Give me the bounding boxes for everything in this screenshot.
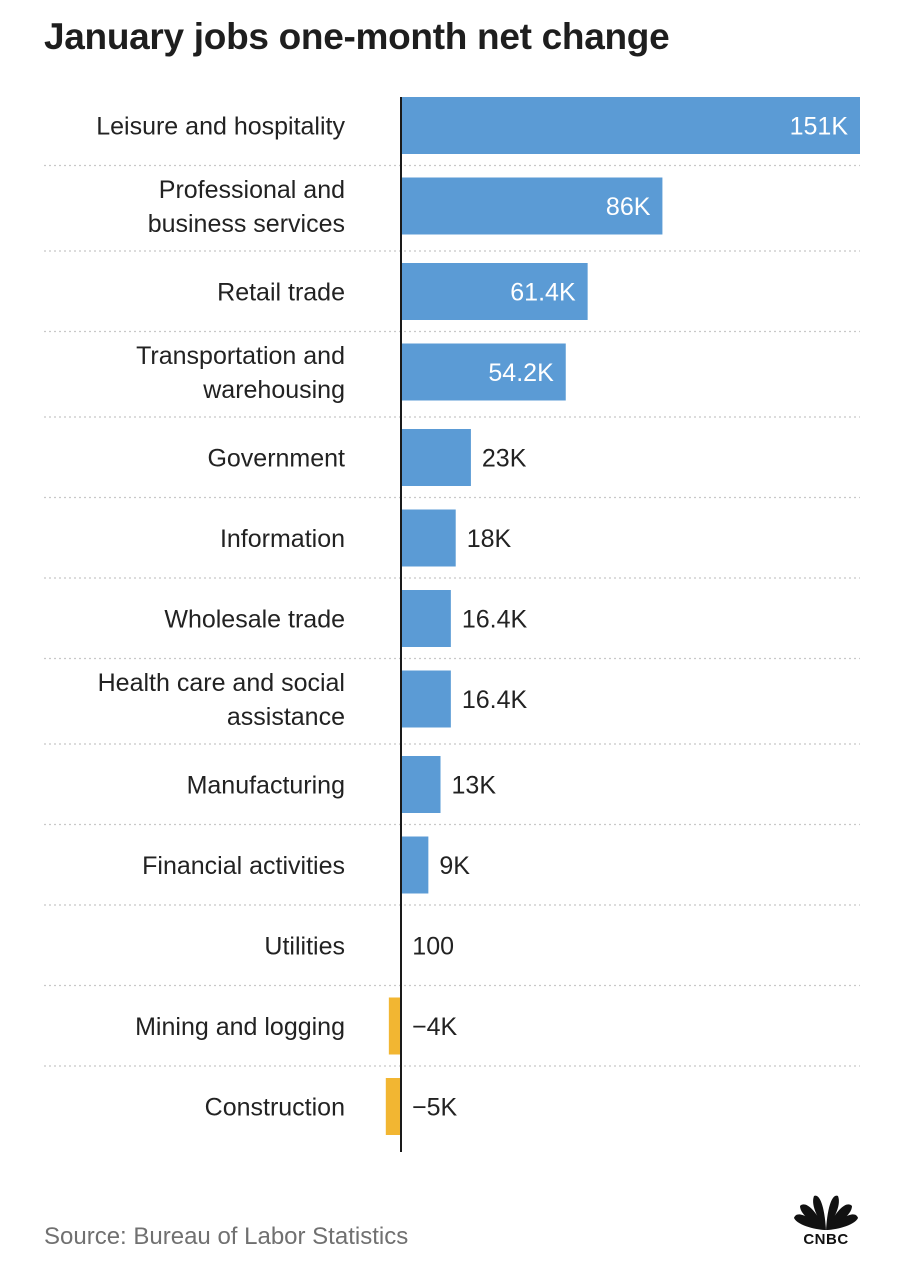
value-label: 13K: [452, 772, 497, 800]
value-label: 18K: [467, 525, 512, 553]
value-label: −5K: [412, 1094, 458, 1122]
bar-wholesale-trade: [401, 590, 451, 647]
category-label: Construction: [205, 1094, 345, 1122]
category-label: Utilities: [264, 933, 345, 961]
category-label: Transportation and: [136, 342, 345, 370]
category-label: business services: [148, 210, 345, 238]
bar-retail-trade: [401, 263, 588, 320]
category-label: Government: [207, 445, 345, 473]
value-label: 86K: [606, 193, 651, 221]
category-label: Mining and logging: [135, 1013, 345, 1041]
cnbc-logo: CNBC: [788, 1190, 864, 1250]
bar-financial-activities: [401, 836, 429, 894]
value-label: 23K: [482, 445, 527, 473]
value-label: 100: [412, 933, 454, 961]
category-label: assistance: [227, 703, 345, 731]
category-label: Health care and social: [98, 669, 345, 697]
bar-leisure-and-hospitality: [401, 97, 860, 154]
category-label: Retail trade: [217, 279, 345, 307]
source-note: Source: Bureau of Labor Statistics: [44, 1223, 409, 1250]
bar-professional-and-business-services: [401, 177, 663, 235]
category-label: Professional and: [159, 176, 345, 204]
logo-text: CNBC: [803, 1231, 849, 1248]
bar-information: [401, 509, 456, 567]
chart-title: January jobs one-month net change: [44, 16, 670, 57]
category-label: Leisure and hospitality: [96, 113, 345, 141]
category-label: warehousing: [202, 376, 345, 404]
value-label: 9K: [439, 852, 470, 880]
peacock-icon: [794, 1195, 858, 1230]
bar-transportation-and-warehousing: [401, 343, 566, 401]
bar-chart: Leisure and hospitality 151K Professional …: [44, 97, 860, 1152]
value-label: 16.4K: [462, 606, 528, 634]
category-label: Wholesale trade: [164, 606, 345, 634]
category-label: Information: [220, 525, 345, 553]
bar-government: [401, 429, 471, 486]
value-label: 151K: [790, 113, 849, 141]
value-label: 54.2K: [488, 359, 554, 387]
category-label: Financial activities: [142, 852, 345, 880]
bar-mining-and-logging: [388, 997, 401, 1055]
bar-construction: [385, 1078, 401, 1135]
bar-health-care-and-social-assistance: [401, 670, 451, 728]
value-label: 61.4K: [510, 279, 576, 307]
value-label: 16.4K: [462, 686, 528, 714]
value-label: −4K: [412, 1013, 458, 1041]
bar-manufacturing: [401, 756, 441, 813]
category-label: Manufacturing: [187, 772, 345, 800]
